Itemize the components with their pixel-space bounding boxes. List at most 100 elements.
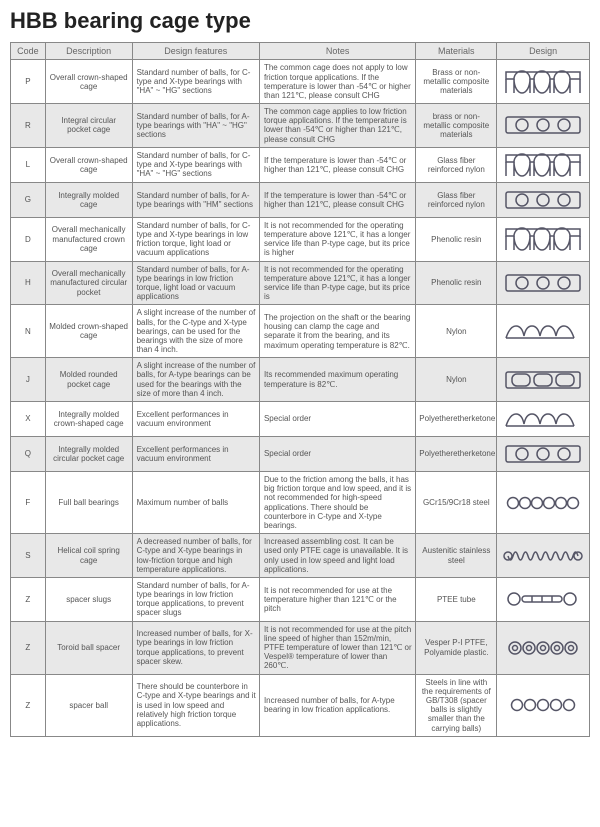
cell-notes: If the temperature is lower than -54℃ or… — [259, 147, 415, 182]
table-row: LOverall crown-shaped cageStandard numbe… — [11, 147, 590, 182]
cell-desc: Overall crown-shaped cage — [45, 60, 132, 104]
cell-code: P — [11, 60, 46, 104]
cell-notes: Its recommended maximum operating temper… — [259, 358, 415, 402]
cell-feat: Maximum number of balls — [132, 472, 259, 534]
cell-feat: Standard number of balls, for A-type bea… — [132, 577, 259, 621]
cell-mat: Nylon — [416, 305, 497, 358]
cell-design — [497, 402, 590, 437]
cell-desc: Integrally molded circular pocket cage — [45, 437, 132, 472]
cell-code: H — [11, 261, 46, 305]
cell-desc: Toroid ball spacer — [45, 621, 132, 674]
cell-mat: Vesper P-I PTFE, Polyamide plastic. — [416, 621, 497, 674]
header-row: Code Description Design features Notes M… — [11, 43, 590, 60]
cell-code: G — [11, 182, 46, 217]
cell-notes: It is not recommended for the operating … — [259, 217, 415, 261]
cell-feat: Excellent performances in vacuum environ… — [132, 402, 259, 437]
cell-mat: Nylon — [416, 358, 497, 402]
cell-mat: brass or non-metallic composite material… — [416, 104, 497, 148]
cell-design — [497, 534, 590, 578]
cell-design — [497, 182, 590, 217]
cell-code: F — [11, 472, 46, 534]
cell-feat: A slight increase of the number of balls… — [132, 358, 259, 402]
table-row: RIntegral circular pocket cageStandard n… — [11, 104, 590, 148]
table-row: POverall crown-shaped cageStandard numbe… — [11, 60, 590, 104]
th-code: Code — [11, 43, 46, 60]
cell-design — [497, 472, 590, 534]
table-row: Zspacer ballThere should be counterbore … — [11, 674, 590, 736]
th-design: Design — [497, 43, 590, 60]
cell-code: R — [11, 104, 46, 148]
cell-feat: A slight increase of the number of balls… — [132, 305, 259, 358]
cell-design — [497, 305, 590, 358]
table-row: ZToroid ball spacerIncreased number of b… — [11, 621, 590, 674]
table-row: HOverall mechanically manufactured circu… — [11, 261, 590, 305]
cell-desc: Full ball bearings — [45, 472, 132, 534]
cell-feat: Excellent performances in vacuum environ… — [132, 437, 259, 472]
cell-code: Z — [11, 621, 46, 674]
cell-design — [497, 261, 590, 305]
cell-mat: Austenitic stainless steel — [416, 534, 497, 578]
cell-notes: The common cage does not apply to low fr… — [259, 60, 415, 104]
th-mat: Materials — [416, 43, 497, 60]
table-row: FFull ball bearingsMaximum number of bal… — [11, 472, 590, 534]
cell-code: J — [11, 358, 46, 402]
table-row: Zspacer slugsStandard number of balls, f… — [11, 577, 590, 621]
cell-design — [497, 147, 590, 182]
cell-design — [497, 104, 590, 148]
page-title: HBB bearing cage type — [10, 8, 590, 34]
cell-code: Q — [11, 437, 46, 472]
cell-mat: GCr15/9Cr18 steel — [416, 472, 497, 534]
table-row: NMolded crown-shaped cageA slight increa… — [11, 305, 590, 358]
cell-feat: Increased number of balls, for X-type be… — [132, 621, 259, 674]
cell-code: N — [11, 305, 46, 358]
cell-mat: Polyetheretherketone — [416, 402, 497, 437]
cell-notes: Due to the friction among the balls, it … — [259, 472, 415, 534]
cell-feat: Standard number of balls, for C-type and… — [132, 217, 259, 261]
th-notes: Notes — [259, 43, 415, 60]
cell-design — [497, 674, 590, 736]
cell-desc: Molded rounded pocket cage — [45, 358, 132, 402]
cell-design — [497, 621, 590, 674]
cell-desc: spacer ball — [45, 674, 132, 736]
cell-design — [497, 217, 590, 261]
cell-feat: There should be counterbore in C-type an… — [132, 674, 259, 736]
cell-feat: Standard number of balls, for A-type bea… — [132, 261, 259, 305]
table-row: XIntegrally molded crown-shaped cageExce… — [11, 402, 590, 437]
cell-mat: Brass or non-metallic composite material… — [416, 60, 497, 104]
cell-code: S — [11, 534, 46, 578]
table-row: QIntegrally molded circular pocket cageE… — [11, 437, 590, 472]
cell-code: D — [11, 217, 46, 261]
cell-feat: A decreased number of balls, for C-type … — [132, 534, 259, 578]
cell-notes: Special order — [259, 402, 415, 437]
cell-notes: The common cage applies to low friction … — [259, 104, 415, 148]
cell-notes: It is not recommended for the operating … — [259, 261, 415, 305]
th-desc: Description — [45, 43, 132, 60]
cell-feat: Standard number of balls, for A-type bea… — [132, 182, 259, 217]
cell-code: Z — [11, 577, 46, 621]
th-feat: Design features — [132, 43, 259, 60]
cell-desc: spacer slugs — [45, 577, 132, 621]
cell-design — [497, 437, 590, 472]
cell-feat: Standard number of balls, for C-type and… — [132, 60, 259, 104]
cell-desc: Overall mechanically manufactured circul… — [45, 261, 132, 305]
cell-notes: It is not recommended for use at the pit… — [259, 621, 415, 674]
cell-design — [497, 577, 590, 621]
table-row: SHelical coil spring cageA decreased num… — [11, 534, 590, 578]
cell-desc: Overall crown-shaped cage — [45, 147, 132, 182]
cell-mat: Steels in line with the requirements of … — [416, 674, 497, 736]
cell-code: Z — [11, 674, 46, 736]
bearing-table: Code Description Design features Notes M… — [10, 42, 590, 737]
cell-feat: Standard number of balls, for A-type bea… — [132, 104, 259, 148]
cell-mat: PTEE tube — [416, 577, 497, 621]
table-row: JMolded rounded pocket cageA slight incr… — [11, 358, 590, 402]
cell-notes: Increased number of balls, for A-type be… — [259, 674, 415, 736]
cell-notes: Special order — [259, 437, 415, 472]
cell-mat: Phenolic resin — [416, 217, 497, 261]
cell-desc: Integrally molded cage — [45, 182, 132, 217]
cell-desc: Integrally molded crown-shaped cage — [45, 402, 132, 437]
cell-code: X — [11, 402, 46, 437]
cell-feat: Standard number of balls, for C-type and… — [132, 147, 259, 182]
table-row: DOverall mechanically manufactured crown… — [11, 217, 590, 261]
cell-notes: It is not recommended for use at the tem… — [259, 577, 415, 621]
cell-mat: Glass fiber reinforced nylon — [416, 147, 497, 182]
